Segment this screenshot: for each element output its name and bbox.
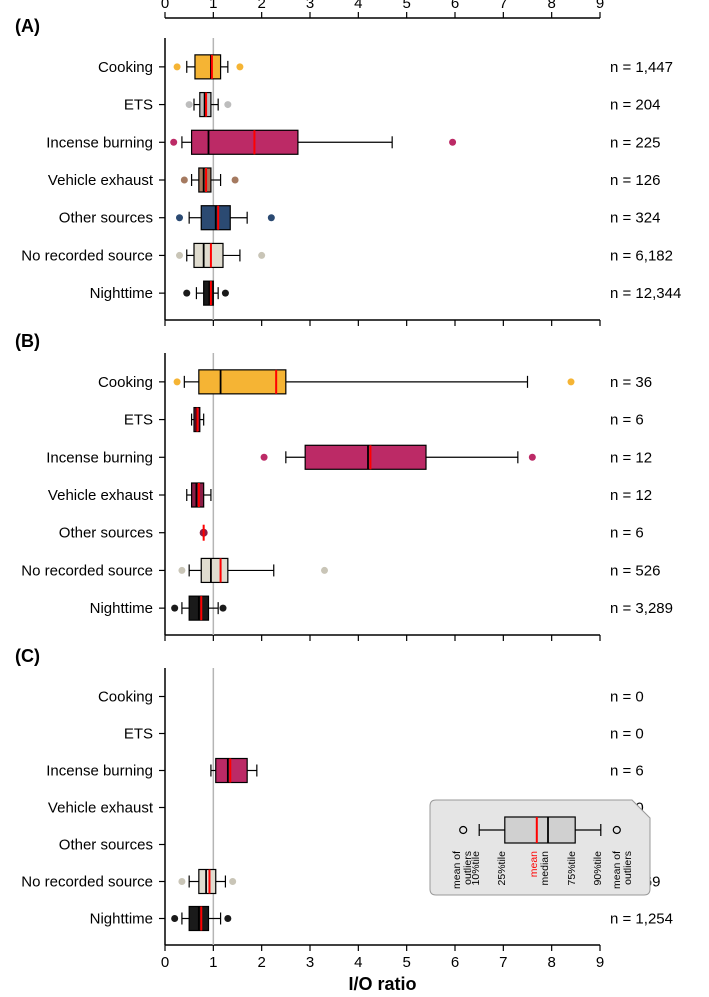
count-label: n = 6 (610, 763, 644, 780)
category-label: Vehicle exhaust (48, 172, 154, 189)
category-label: Nighttime (90, 911, 153, 928)
category-label: Incense burning (46, 134, 153, 151)
category-label: Vehicle exhaust (48, 487, 154, 504)
category-label: Incense burning (46, 449, 153, 466)
svg-text:75%tile: 75%tile (566, 851, 578, 886)
svg-text:3: 3 (306, 0, 314, 12)
count-label: n = 12 (610, 449, 652, 466)
count-label: n = 6,182 (610, 247, 673, 264)
category-label: Vehicle exhaust (48, 800, 154, 817)
category-label: Other sources (59, 525, 153, 542)
count-label: n = 12 (610, 487, 652, 504)
count-label: n = 0 (610, 689, 644, 706)
count-label: n = 126 (610, 172, 660, 189)
count-label: n = 0 (610, 726, 644, 743)
category-label: Other sources (59, 210, 153, 227)
count-label: n = 3,289 (610, 600, 673, 617)
svg-text:mean: mean (528, 851, 540, 877)
category-label: Cooking (98, 374, 153, 391)
category-label: Incense burning (46, 763, 153, 780)
legend: mean ofoutliers10%tile25%tilemeanmedian7… (430, 800, 650, 895)
count-label: n = 6 (610, 412, 644, 429)
svg-text:8: 8 (547, 954, 555, 971)
figure-container: { "figure": { "width": 709, "height": 99… (0, 0, 709, 997)
svg-text:2: 2 (257, 954, 265, 971)
svg-text:10%tile: 10%tile (470, 851, 482, 886)
category-label: No recorded source (21, 874, 153, 891)
category-label: No recorded source (21, 562, 153, 579)
svg-text:6: 6 (451, 954, 459, 971)
svg-text:9: 9 (596, 0, 604, 12)
svg-text:7: 7 (499, 0, 507, 12)
svg-text:7: 7 (499, 954, 507, 971)
category-label: Cooking (98, 689, 153, 706)
category-label: ETS (124, 97, 153, 114)
svg-text:4: 4 (354, 0, 362, 12)
svg-text:25%tile: 25%tile (496, 851, 508, 886)
category-label: ETS (124, 726, 153, 743)
svg-text:90%tile: 90%tile (592, 851, 604, 886)
category-label: Other sources (59, 837, 153, 854)
count-label: n = 324 (610, 210, 660, 227)
svg-text:9: 9 (596, 954, 604, 971)
svg-text:5: 5 (402, 954, 410, 971)
category-label: Cooking (98, 59, 153, 76)
svg-text:median: median (539, 851, 551, 886)
svg-text:2: 2 (257, 0, 265, 12)
count-label: n = 1,447 (610, 59, 673, 76)
svg-text:0: 0 (161, 0, 169, 12)
category-label: ETS (124, 412, 153, 429)
count-label: n = 526 (610, 562, 660, 579)
svg-text:6: 6 (451, 0, 459, 12)
count-label: n = 204 (610, 97, 660, 114)
svg-text:outliers: outliers (622, 851, 634, 885)
svg-text:1: 1 (209, 954, 217, 971)
count-label: n = 225 (610, 134, 660, 151)
svg-text:4: 4 (354, 954, 362, 971)
category-label: Nighttime (90, 285, 153, 302)
x-axis-label: I/O ratio (348, 974, 416, 994)
svg-text:1: 1 (209, 0, 217, 12)
count-label: n = 36 (610, 374, 652, 391)
count-label: n = 12,344 (610, 285, 681, 302)
panel-label: (B) (15, 331, 40, 351)
count-label: n = 1,254 (610, 911, 673, 928)
svg-text:3: 3 (306, 954, 314, 971)
svg-text:0: 0 (161, 954, 169, 971)
category-label: No recorded source (21, 247, 153, 264)
svg-text:5: 5 (402, 0, 410, 12)
panel-label: (C) (15, 646, 40, 666)
svg-text:8: 8 (547, 0, 555, 12)
category-label: Nighttime (90, 600, 153, 617)
panel-label: (A) (15, 16, 40, 36)
boxplot-figure: 0 1 2 3 4 5 6 7 8 9 (A) Cooking n = 1,447 ETS n = 204 I… (0, 0, 709, 997)
count-label: n = 6 (610, 525, 644, 542)
